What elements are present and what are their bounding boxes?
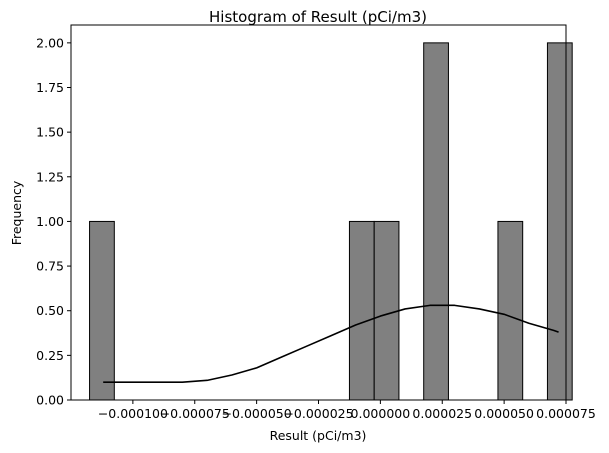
histogram-bar-0	[89, 220, 115, 401]
y-tick-label-4: 1.00	[36, 214, 64, 229]
y-tick-label-1: 0.25	[36, 348, 64, 363]
chart-title: Histogram of Result (pCi/m3)	[209, 8, 427, 26]
histogram-bar-1	[348, 220, 375, 401]
y-tick-label-7: 1.75	[36, 80, 64, 95]
y-tick-label-8: 2.00	[36, 35, 64, 50]
y-tick-label-2: 0.50	[36, 303, 64, 318]
x-tick-label-7: 0.000075	[536, 406, 596, 421]
histogram-bar-5	[546, 42, 573, 401]
plot-area	[89, 42, 573, 401]
y-tick-label-6: 1.50	[36, 125, 64, 140]
y-axis-ticks: 0.00 0.25 0.50 0.75 1.00 1.25 1.50 1.75 2.00	[36, 35, 71, 408]
y-tick-label-3: 0.75	[36, 259, 64, 274]
x-tick-label-1: −0.000075	[160, 406, 230, 421]
x-tick-label-4: 0.000000	[351, 406, 411, 421]
histogram-bar-4	[497, 220, 524, 401]
y-tick-label-5: 1.25	[36, 169, 64, 184]
x-axis-ticks: −0.000100−0.000075−0.000050−0.0000250.00…	[98, 400, 596, 421]
x-tick-label-3: −0.000025	[283, 406, 353, 421]
histogram-bar-3	[423, 42, 449, 401]
x-tick-label-2: −0.000050	[222, 406, 292, 421]
y-tick-label-0: 0.00	[36, 393, 64, 408]
kde-line	[103, 304, 559, 383]
x-tick-label-0: −0.000100	[98, 406, 168, 421]
x-tick-label-6: 0.000050	[474, 406, 534, 421]
x-axis-label: Result (pCi/m3)	[270, 428, 367, 443]
y-axis-label: Frequency	[9, 180, 24, 245]
histogram-bar-2	[373, 220, 400, 401]
x-tick-label-5: 0.000025	[412, 406, 472, 421]
